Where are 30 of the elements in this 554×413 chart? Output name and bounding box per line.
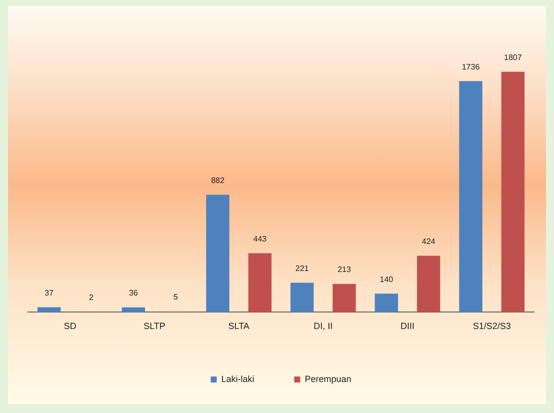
legend-label: Perempuan (304, 374, 352, 384)
bar (501, 72, 525, 312)
data-label: 37 (44, 288, 54, 298)
data-label: 140 (380, 274, 394, 284)
data-label: 443 (253, 234, 268, 244)
x-tick-label: SLTA (228, 321, 250, 332)
data-label: 5 (173, 292, 178, 302)
data-label: 221 (295, 264, 310, 273)
bar (206, 194, 230, 312)
bar (459, 81, 482, 312)
data-label: 1807 (504, 52, 522, 62)
data-label: 213 (338, 265, 352, 274)
data-label: 882 (211, 176, 225, 186)
bar (122, 307, 146, 312)
data-label: 36 (128, 288, 138, 298)
data-label: 424 (422, 236, 436, 246)
x-tick-label: SLTP (144, 321, 166, 332)
bar (416, 256, 440, 312)
data-label: 1736 (462, 62, 480, 72)
bar (332, 284, 356, 312)
x-tick-label: DI, II (314, 321, 333, 332)
bar (290, 282, 314, 312)
data-label: 2 (89, 293, 94, 302)
x-tick-label: S1/S2/S3 (472, 321, 511, 332)
x-tick-label: SD (64, 321, 77, 332)
legend-label: Laki-laki (221, 374, 254, 384)
x-tick-label: DIII (400, 321, 415, 332)
bar (374, 294, 398, 312)
bar (248, 253, 272, 312)
bar (37, 307, 61, 312)
